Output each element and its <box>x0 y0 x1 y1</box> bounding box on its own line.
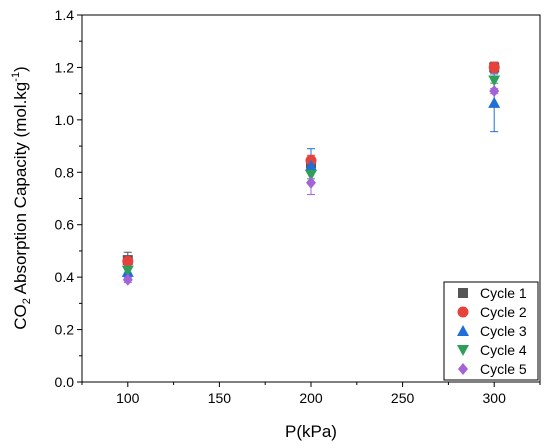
y-axis-title: CO2 Absorption Capacity (mol.kg-1) <box>10 66 33 329</box>
legend-label: Cycle 5 <box>480 361 527 377</box>
x-axis-title: P(kPa) <box>285 422 337 441</box>
y-tick-label: 0.0 <box>55 374 75 390</box>
data-markers <box>121 61 501 286</box>
y-tick-label: 0.4 <box>55 269 75 285</box>
y-tick-label: 0.2 <box>55 322 75 338</box>
legend-box <box>443 281 539 381</box>
y-tick-label: 0.6 <box>55 217 75 233</box>
x-tick-label: 250 <box>391 390 415 406</box>
legend-marker <box>457 345 469 356</box>
legend-marker <box>458 363 468 375</box>
data-point <box>488 75 501 87</box>
x-axis: 100 150 200 250 300 <box>81 382 541 406</box>
data-point <box>489 85 500 98</box>
data-point <box>488 61 500 73</box>
data-point <box>305 169 317 181</box>
y-axis: 0.0 0.2 0.4 0.6 0.8 1.0 1.2 1.4 <box>55 7 82 390</box>
legend-marker <box>457 306 469 318</box>
legend-label: Cycle 2 <box>480 304 527 320</box>
y-tick-label: 1.2 <box>55 59 75 75</box>
y-axis-title-prefix: CO <box>11 304 30 330</box>
legend-label: Cycle 3 <box>480 323 527 339</box>
legend-marker <box>457 325 469 336</box>
legend: Cycle 1 Cycle 2 Cycle 3 Cycle 4 Cycle 5 <box>443 281 539 381</box>
data-point <box>488 96 501 108</box>
y-axis-title-main: Absorption Capacity (mol.kg <box>11 82 30 298</box>
x-tick-label: 150 <box>208 390 232 406</box>
y-axis-title-subscript: 2 <box>21 298 33 304</box>
legend-label: Cycle 4 <box>480 342 527 358</box>
x-tick-label: 300 <box>483 390 507 406</box>
y-axis-title-superscript: -1 <box>10 72 22 82</box>
data-point <box>121 265 134 277</box>
data-point <box>122 255 134 267</box>
y-tick-label: 0.8 <box>55 164 75 180</box>
data-point <box>122 273 133 286</box>
data-point <box>306 176 316 189</box>
y-tick-label: 1.0 <box>55 112 75 128</box>
x-tick-label: 200 <box>299 390 323 406</box>
legend-marker <box>458 288 468 298</box>
legend-label: Cycle 1 <box>480 285 527 301</box>
x-tick-label: 100 <box>116 390 140 406</box>
y-tick-label: 1.4 <box>55 7 75 23</box>
data-point <box>305 159 317 171</box>
y-axis-title-suffix: ) <box>11 66 30 72</box>
